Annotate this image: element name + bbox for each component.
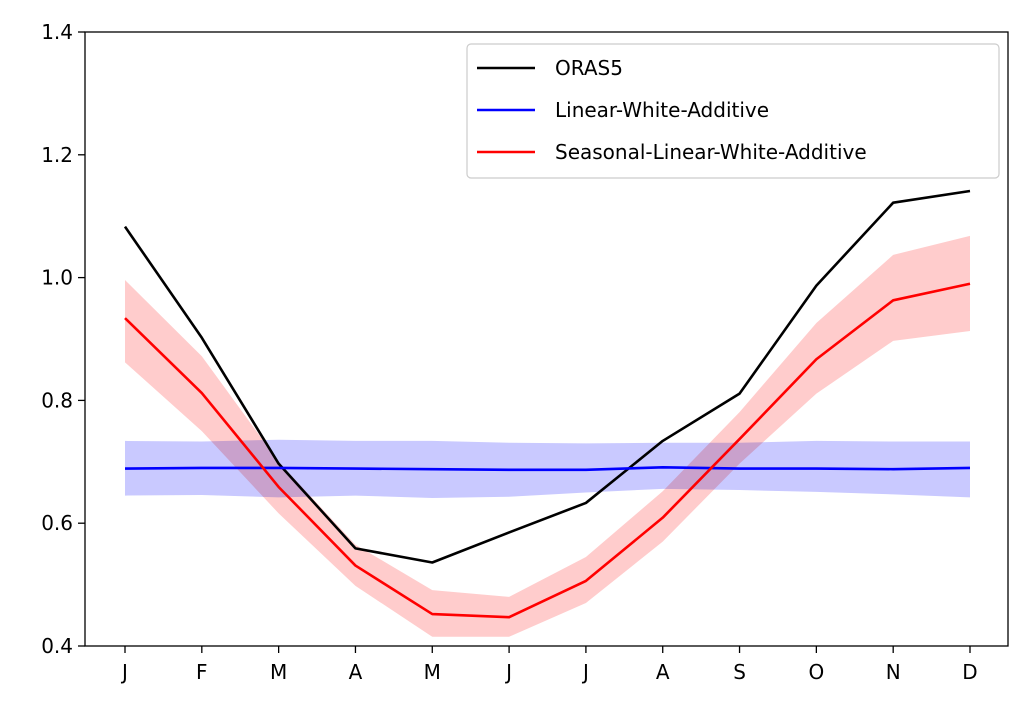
x-tick-label: F <box>196 660 208 684</box>
x-tick-label: A <box>656 660 670 684</box>
x-tick-label: M <box>270 660 287 684</box>
y-tick-label: 0.4 <box>41 634 73 658</box>
y-tick-label: 0.6 <box>41 511 73 535</box>
x-tick-label: A <box>349 660 363 684</box>
y-tick-label: 1.2 <box>41 143 73 167</box>
x-tick-label: O <box>808 660 824 684</box>
series-line-2 <box>124 282 971 619</box>
y-tick-label: 1.4 <box>41 20 73 44</box>
x-tick-label: J <box>504 660 512 684</box>
y-axis: 0.4 0.6 0.8 1.0 1.2 1.4 <box>41 20 85 658</box>
x-tick-label: S <box>733 660 746 684</box>
x-tick-label: J <box>581 660 589 684</box>
series-line-1 <box>124 466 971 472</box>
series-line-0 <box>123 189 971 564</box>
series-lines <box>123 189 971 619</box>
y-tick-label: 0.8 <box>41 388 73 412</box>
legend-box <box>466 43 1000 179</box>
legend: ORAS5 Linear-White-Additive Seasonal-Linea… <box>466 43 1000 179</box>
uncertainty-bands <box>125 235 970 637</box>
series-band-2 <box>125 235 970 637</box>
x-tick-label: M <box>424 660 441 684</box>
x-tick-label: N <box>886 660 901 684</box>
y-tick-label: 1.0 <box>41 266 73 290</box>
legend-label: Seasonal-Linear-White-Additive <box>555 140 867 164</box>
plot-area-frame <box>84 31 1009 647</box>
legend-label: Linear-White-Additive <box>555 98 769 122</box>
x-tick-label: J <box>120 660 128 684</box>
legend-label: ORAS5 <box>555 56 623 80</box>
x-tick-label: D <box>962 660 977 684</box>
